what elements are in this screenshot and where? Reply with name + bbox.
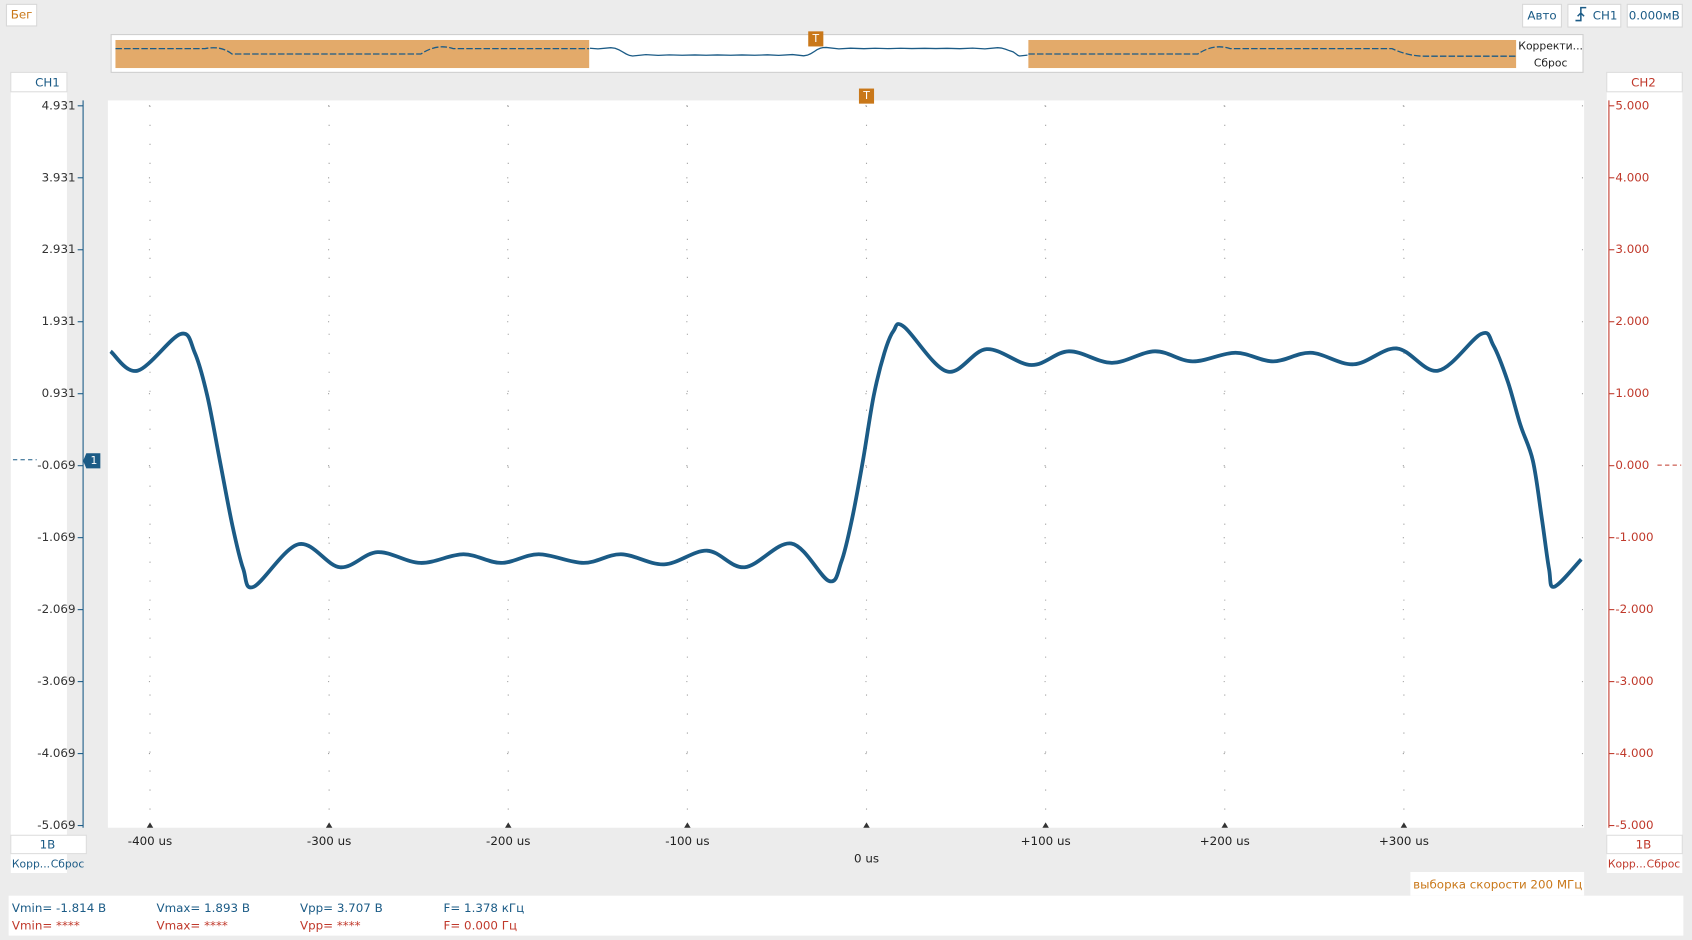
overview-button[interactable] — [1519, 37, 1581, 53]
y-tick-label: -3.069 — [37, 674, 75, 688]
ch1-marker-label: 1 — [90, 454, 97, 467]
y2-tick-label: -4.000 — [1615, 746, 1653, 760]
edge-icon — [1575, 6, 1587, 22]
trigger-marker — [858, 88, 875, 104]
sample-rate: выборка скорости 200 МГц — [1413, 877, 1582, 891]
y2-tick-label: -5.000 — [1615, 818, 1653, 832]
y-tick-label: 4.931 — [42, 98, 76, 112]
mode: Авто — [1527, 9, 1556, 23]
right-channel-panel — [1606, 72, 1683, 874]
trigger-marker-label: T — [811, 32, 819, 45]
overview-button-label: Сброс — [1534, 57, 1568, 70]
measurement: Vmin= -1.814 В — [12, 901, 106, 915]
x-tick — [1400, 822, 1408, 828]
x-tick — [1042, 822, 1049, 828]
y2-tick-label: 5.000 — [1615, 98, 1649, 112]
measurement: Vpp= **** — [300, 918, 361, 932]
x-tick-label: -400 us — [128, 834, 172, 848]
right-scale: 1В — [1636, 837, 1652, 851]
left-channel-header[interactable] — [10, 71, 68, 93]
x-tick-label: -300 us — [307, 834, 351, 848]
x-tick-label: 0 us — [854, 852, 879, 866]
y-tick-label: -0.069 — [37, 458, 75, 472]
left-channel-button[interactable]: Сброс — [51, 857, 85, 870]
overview-button[interactable] — [1519, 55, 1581, 71]
y-tick-label: 3.931 — [42, 170, 76, 184]
y-tick-label: 1.931 — [42, 314, 76, 328]
x-tick — [505, 822, 512, 828]
status-box[interactable] — [5, 3, 38, 27]
left-scale: 1В — [40, 837, 56, 851]
mode-button[interactable] — [1522, 3, 1562, 28]
measurement: Vmin= **** — [12, 918, 80, 932]
y2-tick-label: 1.000 — [1615, 386, 1649, 400]
y2-tick-label: -2.000 — [1615, 602, 1653, 616]
measurement: F= 0.000 Гц — [444, 918, 518, 932]
x-tick-label: +200 us — [1200, 834, 1250, 848]
y2-tick-label: 2.000 — [1615, 314, 1649, 328]
y2-tick-label: -3.000 — [1615, 674, 1653, 688]
y-tick-label: -2.069 — [37, 602, 75, 616]
y2-tick-label: 0.000 — [1615, 458, 1649, 472]
waveform — [109, 322, 1583, 590]
right-scale-box[interactable] — [1606, 834, 1683, 855]
measurement: Vmax= 1.893 В — [156, 901, 250, 915]
left-scale-box[interactable] — [10, 834, 87, 855]
y2-tick-label: 3.000 — [1615, 242, 1649, 256]
plot-area[interactable] — [107, 100, 1585, 828]
x-tick-label: -200 us — [486, 834, 530, 848]
ch1-ground-marker — [83, 453, 101, 469]
measurement-panel — [8, 895, 1684, 936]
plot-layer: 4.931 3.931 2.931 1.931 0.931 -0.069 -1.069 -2.… — [12, 88, 1682, 866]
trigger-marker-label: T — [862, 89, 870, 102]
y-tick-label: 0.931 — [42, 386, 76, 400]
status: Бег — [11, 8, 33, 22]
right-channel-name: CH2 — [1631, 76, 1656, 90]
x-tick — [863, 822, 870, 828]
x-tick-label: -100 us — [665, 834, 709, 848]
trigger-level: 0.000мВ — [1629, 9, 1680, 23]
y-tick-label: 2.931 — [42, 242, 76, 256]
sample-rate-box — [1410, 871, 1585, 896]
left-channel-panel — [10, 72, 67, 874]
x-tick-label: +300 us — [1379, 834, 1429, 848]
measurement: F= 1.378 кГц — [444, 901, 525, 915]
measurement: Vpp= 3.707 В — [300, 901, 383, 915]
right-channel-button[interactable]: Сброс — [1647, 857, 1681, 870]
right-channel-header[interactable] — [1606, 71, 1683, 93]
trigger-source: CH1 — [1593, 9, 1618, 23]
x-tick — [146, 822, 154, 828]
measurement: Vmax= **** — [156, 918, 227, 932]
overview-waveform — [589, 46, 1028, 57]
left-channel-button[interactable]: Корр... — [12, 857, 50, 870]
x-tick — [1221, 822, 1229, 828]
right-channel-button[interactable]: Корр... — [1608, 857, 1646, 870]
trigger-level-button[interactable] — [1626, 3, 1683, 28]
overview-trigger-marker[interactable] — [808, 31, 824, 47]
x-tick-label: +100 us — [1021, 834, 1071, 848]
y2-tick-label: 4.000 — [1615, 170, 1649, 184]
overview-wave — [115, 46, 1517, 57]
y2-tick-label: -1.000 — [1615, 530, 1653, 544]
y-tick-label: -5.069 — [37, 818, 75, 832]
x-tick — [325, 822, 333, 828]
x-tick — [684, 822, 691, 828]
y-tick-label: -4.069 — [37, 746, 75, 760]
left-channel-name: CH1 — [35, 76, 60, 90]
y-tick-label: -1.069 — [37, 530, 75, 544]
overview-button-label: Корректи... — [1518, 39, 1583, 52]
measurement-rows: Vmin= -1.814 В Vmax= 1.893 В Vpp= 3.707 В F… — [12, 901, 524, 932]
